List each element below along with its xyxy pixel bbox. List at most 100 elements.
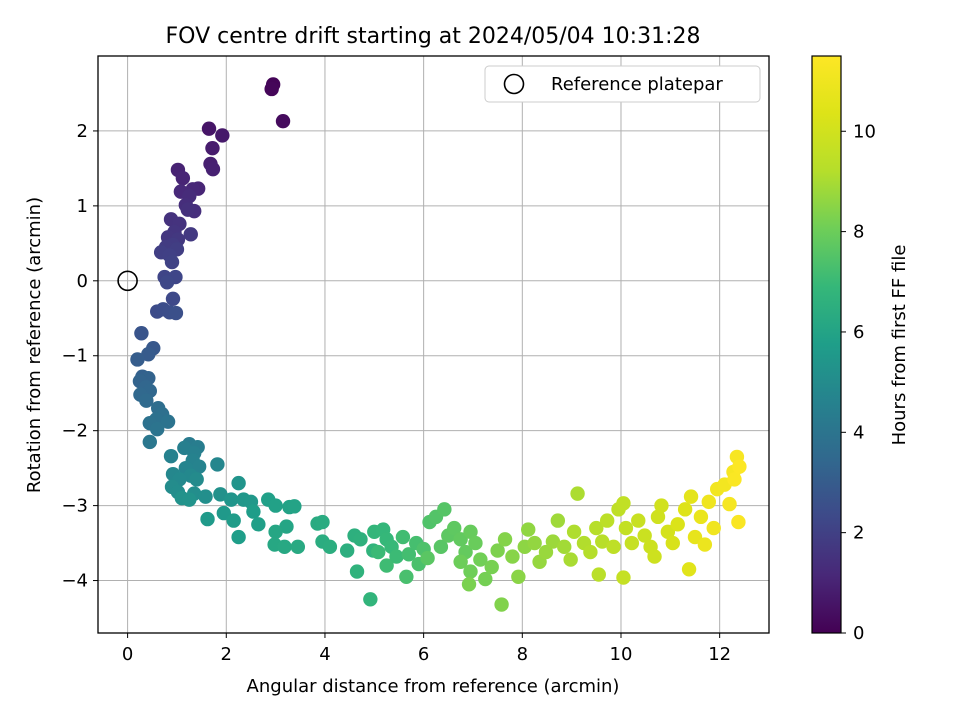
x-tick-label: 10	[610, 644, 633, 665]
data-point	[497, 532, 513, 547]
data-point	[538, 544, 554, 560]
data-point	[557, 539, 572, 555]
data-point	[647, 549, 662, 564]
data-point	[618, 520, 634, 536]
legend: Reference platepar	[484, 65, 761, 103]
y-axis: −4 −3 −2 −1 0 1 2	[61, 121, 98, 592]
data-point	[251, 517, 266, 532]
data-point	[246, 504, 261, 519]
data-point	[339, 543, 355, 558]
data-point	[349, 564, 365, 579]
data-point	[665, 535, 680, 551]
data-point	[706, 520, 721, 536]
x-axis-label: Angular distance from reference (arcmin)	[247, 676, 620, 697]
data-point	[275, 113, 291, 129]
data-point	[159, 275, 175, 290]
data-point	[731, 514, 746, 530]
data-point	[201, 121, 217, 136]
data-point	[371, 544, 386, 560]
data-point	[268, 498, 283, 513]
data-point	[399, 569, 414, 584]
data-point	[681, 562, 697, 577]
data-point	[226, 513, 241, 528]
data-point	[490, 543, 505, 558]
data-point	[463, 564, 478, 579]
chart-title: FOV centre drift starting at 2024/05/04 …	[166, 24, 701, 49]
data-point	[550, 513, 566, 528]
data-point	[732, 459, 747, 474]
colorbar-tick-label: 10	[853, 121, 876, 142]
data-point	[224, 492, 239, 507]
data-point	[677, 502, 693, 517]
y-tick-label: −4	[61, 571, 88, 592]
data-point	[616, 570, 631, 585]
y-tick-label: 2	[77, 121, 88, 142]
data-point	[160, 414, 176, 429]
x-tick-label: 0	[122, 644, 133, 665]
x-tick-label: 8	[517, 644, 528, 665]
data-point	[287, 499, 302, 514]
data-point	[395, 529, 411, 545]
data-point	[189, 472, 204, 487]
data-point	[150, 421, 165, 437]
data-point	[468, 535, 483, 551]
colorbar-gradient	[811, 55, 842, 634]
data-point	[453, 532, 468, 547]
data-point	[447, 520, 462, 536]
colorbar-tick-label: 4	[853, 422, 864, 443]
data-point	[563, 552, 578, 567]
y-tick-label: 1	[77, 196, 88, 217]
data-point	[141, 347, 156, 362]
colorbar-ticks: 0 2 4 6 8 10	[841, 121, 876, 644]
data-point	[595, 534, 610, 549]
data-point	[727, 472, 742, 487]
data-point	[701, 494, 717, 510]
data-point	[401, 547, 417, 562]
data-point	[191, 459, 207, 474]
data-point	[420, 550, 435, 566]
data-point	[660, 524, 676, 540]
x-tick-label: 4	[319, 644, 330, 665]
data-point	[599, 513, 615, 528]
data-point	[494, 597, 509, 612]
data-point	[433, 539, 449, 555]
scatter-points	[130, 77, 747, 612]
data-point	[168, 305, 184, 321]
data-point	[683, 489, 699, 504]
data-point	[180, 202, 195, 217]
colorbar-tick-label: 6	[853, 322, 864, 343]
colorbar-tick-label: 2	[853, 523, 864, 544]
data-point	[473, 552, 488, 567]
x-tick-label: 2	[221, 644, 232, 665]
data-point	[213, 487, 228, 502]
colorbar-tick-label: 0	[853, 623, 864, 644]
data-point	[521, 522, 536, 537]
y-tick-label: −1	[61, 346, 88, 367]
data-point	[290, 539, 306, 555]
data-point	[165, 291, 181, 306]
colorbar-label: Hours from first FF file	[889, 245, 910, 446]
y-tick-label: −2	[61, 421, 88, 442]
data-point	[130, 352, 145, 367]
data-point	[363, 592, 378, 607]
data-point	[200, 511, 215, 527]
colorbar-tick-label: 8	[853, 222, 864, 243]
data-point	[527, 535, 542, 551]
data-point	[175, 170, 191, 186]
data-point	[279, 519, 294, 534]
data-point	[315, 514, 330, 530]
data-point	[231, 475, 246, 491]
plot-area	[97, 55, 770, 634]
data-point	[570, 486, 585, 501]
y-tick-label: 0	[77, 271, 88, 292]
data-point	[205, 161, 221, 177]
data-point	[277, 539, 292, 555]
data-point	[624, 535, 640, 551]
data-point	[637, 528, 652, 543]
data-point	[693, 509, 709, 525]
data-point	[511, 569, 526, 584]
data-point	[670, 517, 685, 532]
data-point	[264, 81, 279, 97]
x-tick-label: 12	[708, 644, 731, 665]
data-point	[437, 502, 452, 517]
